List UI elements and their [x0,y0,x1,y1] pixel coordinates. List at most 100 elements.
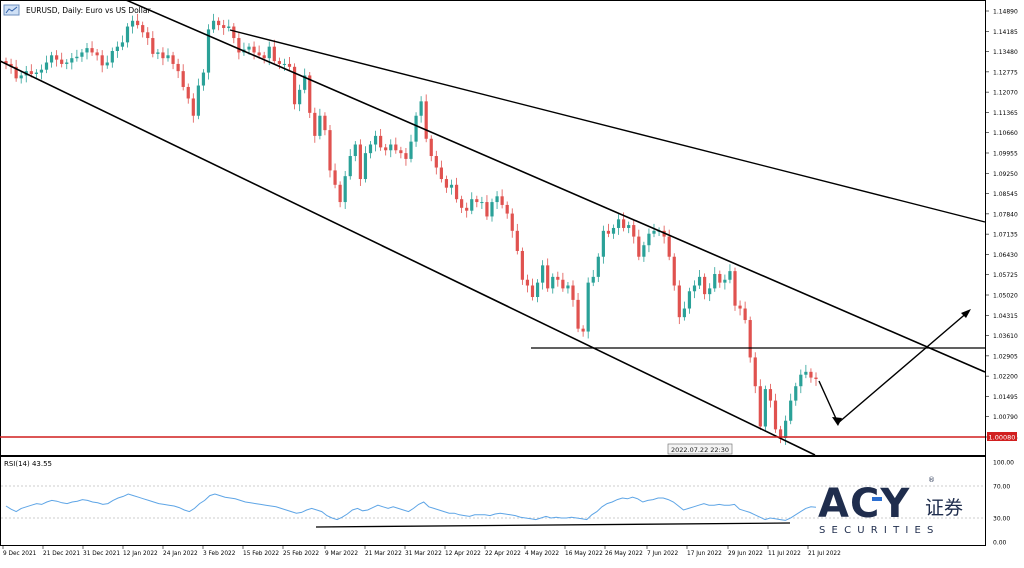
candle-body [439,167,443,180]
candle-body [510,213,514,231]
candle-body [85,48,89,53]
price-tick-label: 1.09250 [993,171,1018,178]
candle-body [181,71,185,87]
price-tick-label: 1.12070 [993,90,1018,97]
time-tick-label: 22 Apr 2022 [485,551,521,557]
candle-body [424,101,428,139]
acy-securities-logo: ACY ® 证券 SECURITIES [818,476,963,536]
candle-body [75,56,79,59]
candle-body [323,115,327,131]
overlay-lines [0,0,986,456]
candle-body [804,371,808,375]
time-tick-label: 9 Mar 2022 [325,551,358,557]
candle-body [277,61,281,64]
price-tick-label: 1.08545 [993,191,1018,198]
candle-body [115,46,119,51]
candle-body [794,386,798,401]
chart-title: EURUSD, Daily: Euro vs US Dollar [26,6,151,15]
candle-body [262,55,266,59]
candle-body [571,285,575,300]
candle-body [743,308,747,321]
rsi-level-label: 100.00 [993,460,1014,467]
candle-body [338,184,342,203]
candle-body [9,63,13,67]
time-tick-label: 21 Mar 2022 [365,551,402,557]
candle-body [561,279,565,289]
candle-body [637,236,641,257]
candle-body [176,63,180,72]
candle-body [409,141,413,159]
candle-body [257,52,261,56]
candle-body [576,299,580,329]
candle-body [632,225,636,237]
rsi-line [5,493,817,521]
logo-accent [872,497,882,501]
candle-body [738,305,742,309]
current-price-text: 1.00080 [989,434,1016,442]
candle-body [475,199,479,203]
candle-body [581,328,585,332]
time-axis: 9 Dec 2021 21 Dec 2021 31 Dec 2021 12 Jan 2… [2,546,841,557]
price-tick-label: 1.09955 [993,151,1018,158]
candle-body [556,276,560,280]
crosshair-time-label: 2022.07.22 22:30 [667,443,733,455]
candle-body [161,52,165,59]
candle-body [100,55,104,66]
time-tick-label: 9 Dec 2021 [3,551,37,557]
price-pane-frame [0,0,986,456]
candle-body [758,386,762,427]
candle-body [465,207,469,211]
time-tick-label: 21 Dec 2021 [43,551,80,557]
price-tick-label: 1.11365 [993,110,1018,117]
candle-body [687,291,692,309]
candle-body [252,46,256,53]
candle-body [535,282,540,298]
time-tick-label: 7 Jun 2022 [647,551,678,557]
time-tick-label: 16 May 2022 [565,551,603,557]
candle-body [136,20,140,26]
candle-body [105,62,109,66]
candle-body [591,276,595,283]
candle-body [419,101,423,116]
time-tick-label: 25 Feb 2022 [283,551,319,557]
price-tick-label: 1.06430 [993,252,1018,259]
candle-body [773,400,778,430]
rsi-level-label: 0.00 [993,540,1007,547]
candle-body [328,130,332,171]
candle-body [470,199,474,211]
candle-body [733,271,737,306]
candle-body [70,58,74,63]
candle-body [647,233,651,246]
candle-body [39,69,44,73]
time-tick-label: 21 Jul 2022 [808,551,841,557]
candle-body [434,156,438,168]
candle-body [748,320,752,358]
rsi-pane-frame [0,456,986,546]
time-tick-label: 15 Feb 2022 [243,551,279,557]
candle-body [525,279,530,286]
candle-body [201,72,206,86]
candle-body [55,55,59,60]
candle-body [222,25,226,28]
candle-body [29,71,33,75]
candle-body [809,371,813,378]
candle-body [95,52,99,56]
candle-body [298,89,302,105]
candle-body [120,42,125,47]
candle-body [125,26,130,43]
candle-body [19,75,23,79]
candle-body [217,20,221,26]
candle-body [379,135,383,148]
price-tick-label: 1.07135 [993,232,1018,239]
candle-body [728,271,732,280]
candle-body [753,357,757,387]
candle-body [490,202,494,217]
time-tick-label: 31 Dec 2021 [83,551,120,557]
time-tick-label: 26 May 2022 [605,551,643,557]
candle-body [171,55,175,64]
projection-arrowhead-up [961,309,971,318]
candle-body [303,75,307,90]
candle-body [622,219,626,228]
